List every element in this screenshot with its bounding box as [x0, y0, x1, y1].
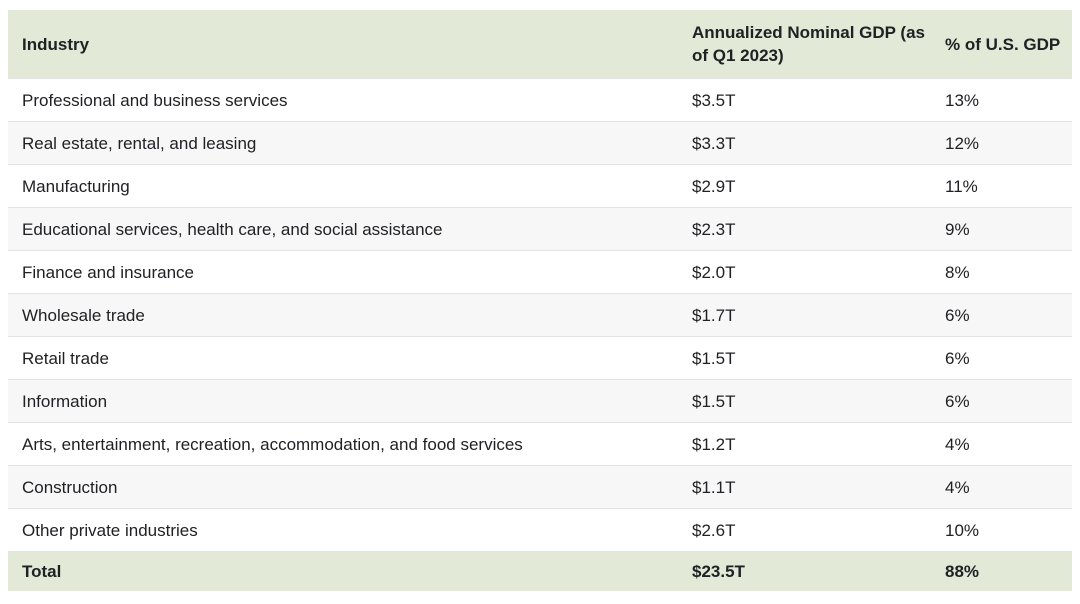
industry-cell: Other private industries: [22, 520, 198, 540]
pct-cell: 11%: [945, 176, 978, 196]
gdp-cell: $3.3T: [692, 133, 736, 153]
table-row: Wholesale trade $1.7T 6%: [8, 293, 1072, 336]
table-row: Real estate, rental, and leasing $3.3T 1…: [8, 121, 1072, 164]
pct-cell: 6%: [945, 305, 970, 325]
industry-cell: Finance and insurance: [22, 262, 195, 282]
industry-cell: Wholesale trade: [22, 305, 145, 325]
pct-cell: 10%: [945, 520, 980, 540]
pct-cell: 12%: [945, 133, 980, 153]
table-row: Retail trade $1.5T 6%: [8, 336, 1072, 379]
gdp-cell: $1.1T: [692, 477, 736, 497]
industry-cell: Construction: [22, 477, 118, 497]
table-total-row: Total $23.5T 88%: [8, 551, 1072, 591]
gdp-cell: $3.5T: [692, 90, 736, 110]
industry-cell: Manufacturing: [22, 176, 130, 196]
gdp-cell: $2.3T: [692, 219, 736, 239]
industry-cell: Real estate, rental, and leasing: [22, 133, 257, 153]
table-row: Finance and insurance $2.0T 8%: [8, 250, 1072, 293]
industry-cell: Retail trade: [22, 348, 109, 368]
pct-cell: 4%: [945, 477, 970, 497]
table-row: Educational services, health care, and s…: [8, 207, 1072, 250]
industry-cell: Information: [22, 391, 108, 411]
header-industry: Industry: [22, 34, 90, 54]
table-header-row: Industry Annualized Nominal GDP (as of Q…: [8, 10, 1072, 78]
pct-cell: 9%: [945, 219, 970, 239]
industry-cell: Educational services, health care, and s…: [22, 219, 443, 239]
pct-cell: 8%: [945, 262, 970, 282]
table-row: Professional and business services $3.5T…: [8, 78, 1072, 121]
pct-cell: 4%: [945, 434, 970, 454]
total-pct-cell: 88%: [945, 562, 980, 581]
gdp-cell: $1.5T: [692, 348, 736, 368]
table-row: Arts, entertainment, recreation, accommo…: [8, 422, 1072, 465]
gdp-cell: $2.0T: [692, 262, 736, 282]
table-row: Information $1.5T 6%: [8, 379, 1072, 422]
industry-cell: Professional and business services: [22, 90, 288, 110]
gdp-cell: $2.6T: [692, 520, 736, 540]
gdp-cell: $1.5T: [692, 391, 736, 411]
gdp-industry-table: Industry Annualized Nominal GDP (as of Q…: [8, 10, 1072, 591]
table-row: Construction $1.1T 4%: [8, 465, 1072, 508]
table-row: Other private industries $2.6T 10%: [8, 508, 1072, 551]
industry-cell: Arts, entertainment, recreation, accommo…: [22, 434, 523, 454]
gdp-cell: $2.9T: [692, 176, 736, 196]
gdp-cell: $1.2T: [692, 434, 736, 454]
header-gdp: Annualized Nominal GDP (as of Q1 2023): [692, 23, 926, 65]
total-gdp-cell: $23.5T: [692, 562, 745, 581]
pct-cell: 6%: [945, 348, 970, 368]
gdp-cell: $1.7T: [692, 305, 736, 325]
pct-cell: 13%: [945, 90, 980, 110]
header-pct: % of U.S. GDP: [945, 34, 1061, 54]
table-row: Manufacturing $2.9T 11%: [8, 164, 1072, 207]
pct-cell: 6%: [945, 391, 970, 411]
total-label: Total: [22, 562, 62, 581]
